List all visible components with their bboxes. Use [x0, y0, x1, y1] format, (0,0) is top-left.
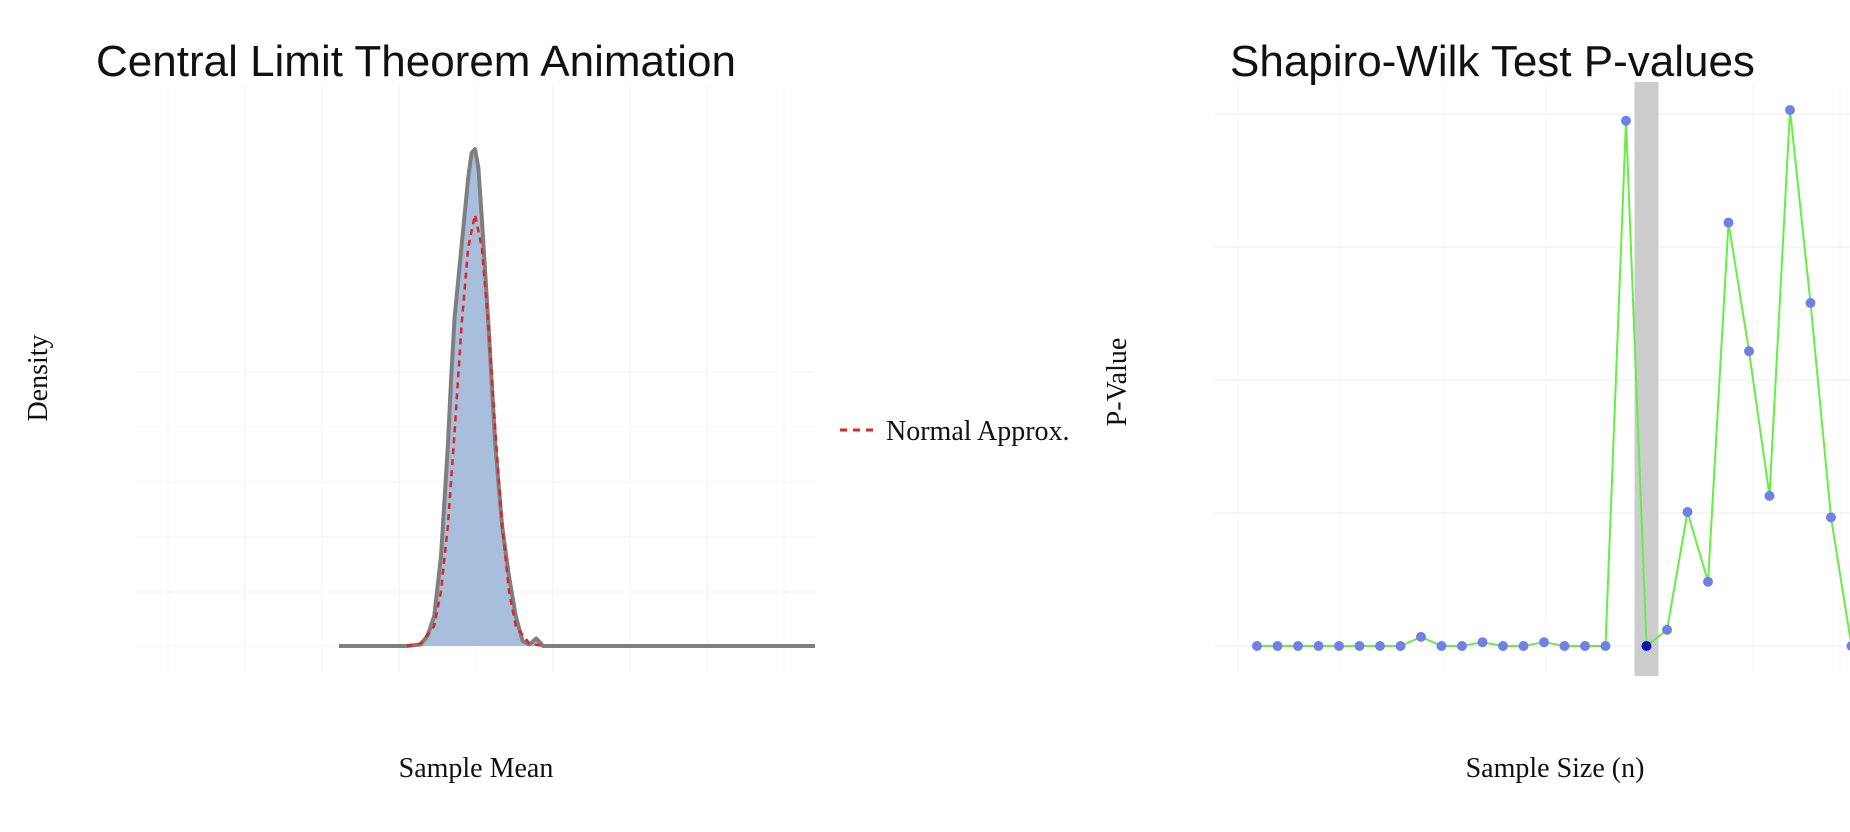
sw-highlight-band — [1634, 82, 1659, 676]
sw-point — [1457, 641, 1467, 651]
sw-point — [1723, 217, 1734, 228]
sw-point — [1539, 637, 1549, 648]
sw-point — [1846, 641, 1850, 651]
sw-point — [1600, 641, 1611, 651]
legend-label-normal-approx: Normal Approx. — [886, 416, 1070, 447]
sw-point — [1518, 641, 1529, 651]
clt-y-axis-label: Density — [23, 334, 54, 421]
sw-x-axis-label: Sample Size (n) — [1466, 753, 1645, 784]
sw-panel: Shapiro-Wilk Test P-values Sample Size (… — [1102, 37, 1850, 784]
sw-y-axis-label: P-Value — [1102, 338, 1133, 427]
sw-pvalue-line — [1257, 109, 1850, 647]
clt-title: Central Limit Theorem Animation — [96, 37, 736, 86]
clt-panel: Central Limit Theorem Animation Sample M… — [23, 37, 1070, 784]
clt-density-area — [339, 149, 815, 646]
sw-point — [1682, 507, 1693, 517]
sw-point — [1354, 641, 1365, 651]
sw-point — [1436, 641, 1447, 651]
sw-points — [1252, 105, 1850, 651]
sw-point — [1703, 576, 1713, 587]
sw-point — [1313, 641, 1324, 651]
sw-point — [1395, 641, 1406, 651]
clt-legend: Normal Approx. — [840, 416, 1070, 447]
sw-point — [1252, 641, 1262, 651]
sw-gridlines — [1215, 85, 1850, 672]
clt-x-axis-label: Sample Mean — [399, 753, 554, 784]
sw-point — [1580, 641, 1590, 651]
sw-point — [1621, 115, 1631, 126]
sw-point — [1559, 641, 1570, 651]
sw-point — [1498, 641, 1508, 651]
sw-point — [1662, 624, 1672, 635]
sw-point — [1785, 105, 1795, 115]
sw-point — [1416, 631, 1426, 642]
sw-point — [1375, 641, 1385, 651]
sw-point — [1826, 512, 1836, 523]
sw-point — [1764, 490, 1775, 501]
clt-density-line — [339, 147, 815, 648]
sw-point — [1272, 641, 1283, 651]
sw-point — [1334, 641, 1344, 651]
sw-point — [1805, 298, 1816, 308]
sw-title: Shapiro-Wilk Test P-values — [1230, 37, 1755, 86]
sw-point — [1477, 637, 1488, 648]
sw-highlight-point — [1641, 641, 1652, 651]
sw-point — [1744, 346, 1754, 357]
clt-normal-approx-line — [406, 214, 544, 648]
sw-point — [1293, 641, 1303, 651]
